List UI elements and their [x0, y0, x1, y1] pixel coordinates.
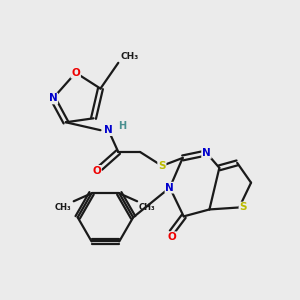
Text: N: N [202, 148, 211, 158]
Text: CH₃: CH₃ [55, 203, 72, 212]
Text: S: S [239, 202, 247, 212]
Text: O: O [71, 68, 80, 78]
Text: N: N [49, 94, 57, 103]
Text: O: O [167, 232, 176, 242]
Text: CH₃: CH₃ [120, 52, 139, 62]
Text: H: H [118, 121, 126, 131]
Text: O: O [92, 166, 101, 176]
Text: N: N [165, 183, 174, 193]
Text: S: S [158, 161, 166, 171]
Text: N: N [104, 125, 113, 135]
Text: CH₃: CH₃ [139, 203, 156, 212]
